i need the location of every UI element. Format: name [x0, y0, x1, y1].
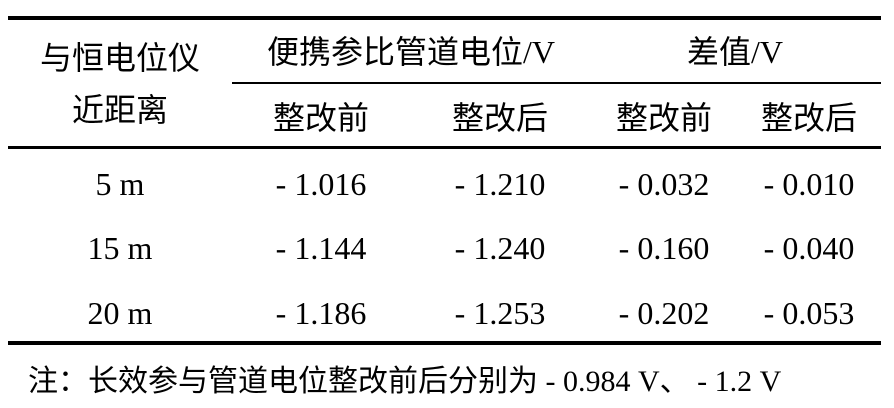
- value-cell: - 1.240: [454, 230, 546, 266]
- subheader: 整改前: [272, 100, 369, 136]
- value-cell: - 0.202: [618, 295, 710, 331]
- distance-cell: 20 m: [87, 295, 153, 331]
- row-header-line2: 近距离: [71, 92, 168, 128]
- value-cell: - 0.032: [618, 166, 710, 202]
- row-header-line1: 与恒电位仪: [39, 40, 200, 76]
- value-cell: - 0.040: [763, 230, 855, 266]
- distance-cell: 15 m: [87, 230, 153, 266]
- group-rule: [232, 82, 881, 84]
- subheader: 整改后: [760, 100, 857, 136]
- group-header-difference: 差值/V: [686, 34, 783, 70]
- value-cell: - 1.253: [454, 295, 546, 331]
- subheader: 整改后: [451, 100, 548, 136]
- distance-cell: 5 m: [95, 166, 145, 202]
- value-cell: - 0.053: [763, 295, 855, 331]
- value-cell: - 1.016: [275, 166, 367, 202]
- value-cell: - 1.144: [275, 230, 367, 266]
- top-rule: [8, 16, 881, 20]
- subheader: 整改前: [615, 100, 712, 136]
- group-header-potential: 便携参比管道电位/V: [266, 34, 555, 70]
- header-bottom-rule: [8, 146, 881, 149]
- table-note: 注：长效参与管道电位整改前后分别为 - 0.984 V、 - 1.2 V: [28, 365, 782, 398]
- value-cell: - 0.010: [763, 166, 855, 202]
- value-cell: - 0.160: [618, 230, 710, 266]
- value-cell: - 1.210: [454, 166, 546, 202]
- value-cell: - 1.186: [275, 295, 367, 331]
- bottom-rule: [8, 341, 881, 345]
